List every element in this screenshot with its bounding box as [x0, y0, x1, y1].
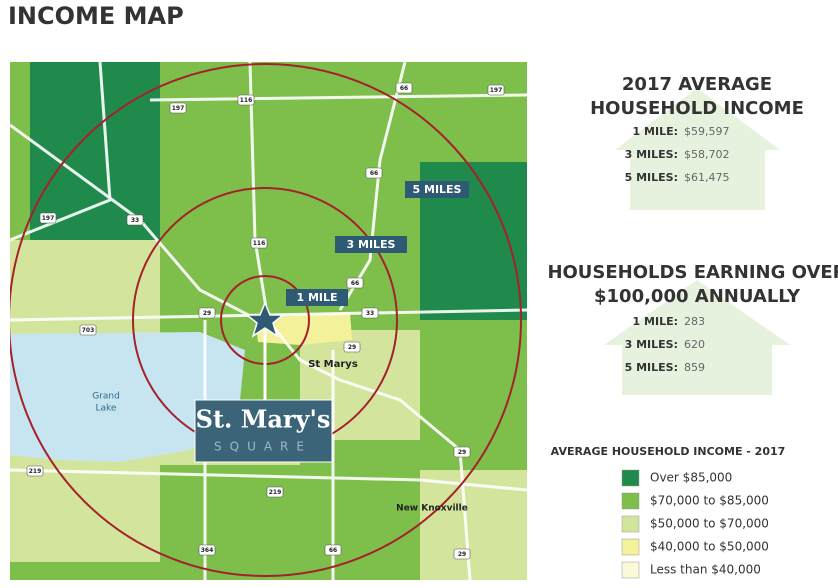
stat-label: 5 MILES: [625, 171, 678, 184]
region [255, 312, 352, 345]
road-shield [169, 102, 187, 114]
stat-value: 620 [684, 338, 705, 351]
legend-label: $70,000 to $85,000 [650, 494, 769, 508]
road-number: 29 [348, 344, 356, 351]
stat-label: 3 MILES: [625, 148, 678, 161]
road-number: 29 [458, 551, 466, 558]
road-shield [250, 237, 268, 249]
ring-label: 1 MILE [296, 291, 337, 304]
legend-swatch [621, 538, 640, 556]
legend-label: $50,000 to $70,000 [650, 517, 769, 531]
road-shield [237, 94, 255, 106]
house-icons [604, 88, 790, 395]
legend-label: Less than $40,000 [650, 563, 761, 577]
road-number: 219 [269, 489, 282, 496]
legend-title: AVERAGE HOUSEHOLD INCOME - 2017 [551, 445, 786, 458]
road-number: 197 [172, 105, 185, 112]
stat-value: $58,702 [684, 148, 730, 161]
panel-title: HOUSEHOLD INCOME [590, 98, 804, 119]
road-number: 33 [131, 217, 139, 224]
stat-value: 283 [684, 315, 705, 328]
lake [10, 332, 245, 462]
road-number: 66 [351, 280, 359, 287]
road-shield [39, 212, 57, 224]
panel-title: 2017 AVERAGE [622, 74, 772, 95]
road-shield [79, 324, 97, 336]
stat-value: 859 [684, 361, 705, 374]
logo-name: St. Mary's [196, 405, 331, 434]
logo-tagline: SQUARE [214, 440, 312, 454]
road-shield [365, 167, 383, 179]
road-shield [126, 214, 144, 226]
legend-swatch [621, 515, 640, 533]
road-shield [324, 544, 342, 556]
road-shield [361, 307, 379, 319]
page-title: INCOME MAP [8, 2, 184, 30]
road-number: 197 [490, 87, 503, 94]
road-number: 29 [203, 310, 211, 317]
road-number: 66 [370, 170, 378, 177]
legend-label: $40,000 to $50,000 [650, 540, 769, 554]
ring-label-box [335, 236, 407, 253]
legend-swatch [621, 492, 640, 510]
stat-label: 1 MILE: [633, 315, 678, 328]
stat-label: 3 MILES: [625, 338, 678, 351]
road-shield [266, 486, 284, 498]
road-number: 116 [253, 240, 266, 247]
road-number: 33 [366, 310, 374, 317]
region [10, 562, 170, 580]
road-shield [487, 84, 505, 96]
ring-label-box [286, 289, 348, 306]
road-shield [453, 548, 471, 560]
village-label: New Knoxville [396, 504, 468, 514]
road-number: 197 [42, 215, 55, 222]
ring [10, 63, 522, 577]
legend-swatch [621, 561, 640, 579]
ring-label: 3 MILES [347, 238, 396, 251]
road-shield [198, 544, 216, 556]
stat-value: $59,597 [684, 125, 730, 138]
lake-label: Grand [92, 392, 120, 402]
road-number: 66 [329, 547, 337, 554]
road-number: 219 [29, 468, 42, 475]
road-number: 116 [240, 97, 253, 104]
road-shield [453, 446, 471, 458]
panel-title: HOUSEHOLDS EARNING OVER [547, 262, 838, 283]
stat-label: 5 MILES: [625, 361, 678, 374]
road-number: 364 [201, 547, 214, 554]
stat-value: $61,475 [684, 171, 730, 184]
road-shield [395, 82, 413, 94]
road-number: 66 [400, 85, 408, 92]
road-number: 29 [458, 449, 466, 456]
map: 197 197 197 116 116 66 66 66 33 33 29 29 29 29 703 219 2… [10, 62, 527, 580]
road-shield [346, 277, 364, 289]
road-shield [343, 341, 361, 353]
ring-label-box [405, 181, 469, 198]
stat-label: 1 MILE: [633, 125, 678, 138]
logo [194, 399, 333, 463]
legend-swatch [621, 469, 640, 487]
legend-label: Over $85,000 [650, 471, 732, 485]
road-number: 703 [82, 327, 95, 334]
road-shield [26, 465, 44, 477]
road-shield [198, 307, 216, 319]
lake-label: Lake [96, 404, 117, 414]
town-label: St Marys [308, 359, 358, 370]
panel-title: $100,000 ANNUALLY [594, 286, 801, 307]
ring-label: 5 MILES [413, 183, 462, 196]
star [244, 301, 286, 338]
